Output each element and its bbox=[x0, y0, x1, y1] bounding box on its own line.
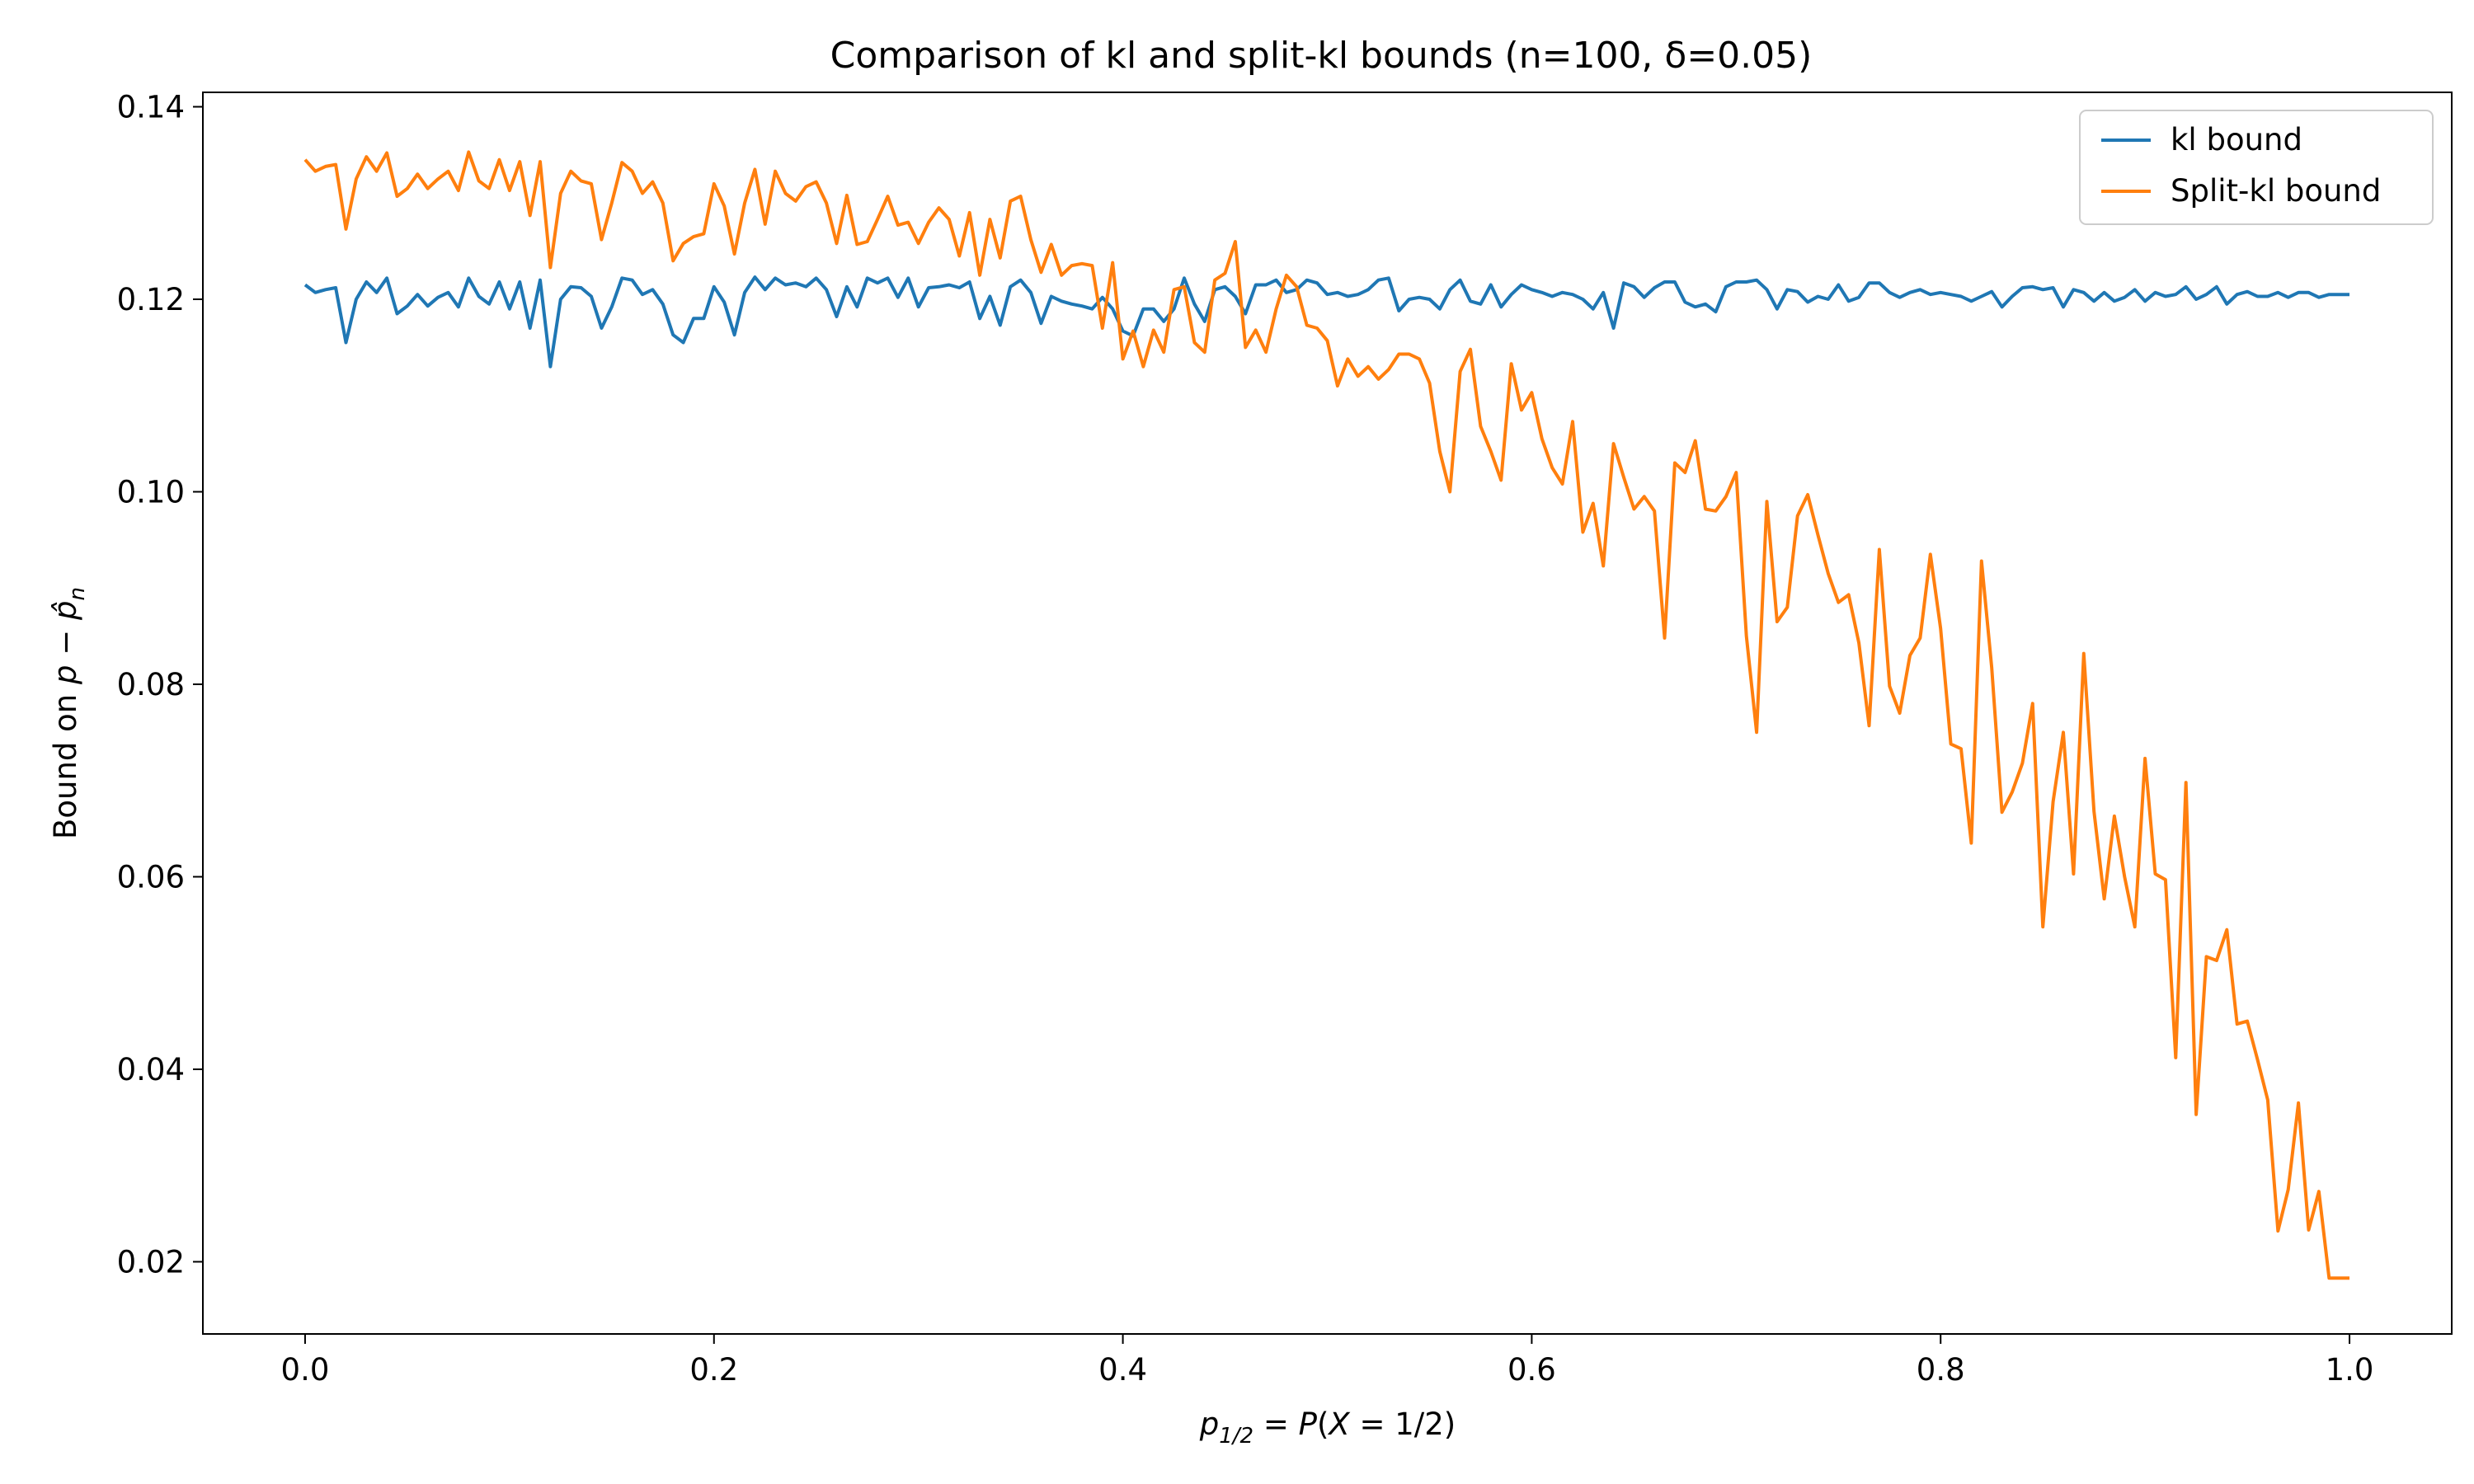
plot-area bbox=[303, 150, 2349, 1280]
y-tick-label: 0.04 bbox=[117, 1052, 185, 1087]
series-line-split-kl bbox=[303, 150, 2349, 1280]
y-tick-label: 0.14 bbox=[117, 90, 185, 125]
legend-label-split-kl: Split-kl bound bbox=[2171, 173, 2381, 209]
x-label-subscript: 1/2 bbox=[1219, 1424, 1253, 1449]
legend-label-kl: kl bound bbox=[2171, 122, 2302, 157]
x-tick-label: 1.0 bbox=[2326, 1352, 2374, 1388]
chart-title: Comparison of kl and split-kl bounds (n=… bbox=[830, 35, 1813, 77]
axes-frame bbox=[202, 92, 2453, 1335]
x-tick-label: 0.6 bbox=[1507, 1352, 1556, 1388]
x-label-rest: = 1/2) bbox=[1350, 1407, 1456, 1442]
x-label-X: X bbox=[1327, 1407, 1351, 1442]
y-label-minus: − bbox=[48, 620, 83, 665]
series-layer bbox=[303, 150, 2349, 1280]
y-label-phat: p̂ bbox=[48, 600, 83, 621]
y-label-subscript: n bbox=[65, 587, 90, 600]
x-tick-label: 0.0 bbox=[281, 1352, 330, 1388]
y-axis-label: Bound on p − p̂n bbox=[48, 587, 90, 839]
x-tick-label: 0.8 bbox=[1917, 1352, 1965, 1388]
x-label-p: p bbox=[1199, 1407, 1220, 1442]
y-tick-label: 0.12 bbox=[117, 282, 185, 317]
series-line-kl bbox=[303, 275, 2349, 369]
x-label-eq: = bbox=[1253, 1407, 1299, 1442]
y-tick-label: 0.10 bbox=[117, 474, 185, 510]
legend: kl bound Split-kl bound bbox=[2079, 110, 2434, 225]
x-label-paren-open: ( bbox=[1317, 1407, 1329, 1442]
y-tick-label: 0.08 bbox=[117, 667, 185, 702]
x-axis: 0.0 0.2 0.4 0.6 0.8 1.0 bbox=[281, 1334, 2374, 1388]
y-tick-label: 0.06 bbox=[117, 859, 185, 895]
x-axis-label: p1/2 = P(X = 1/2) bbox=[1199, 1407, 1456, 1449]
x-tick-label: 0.4 bbox=[1098, 1352, 1147, 1388]
y-axis: 0.02 0.04 0.06 0.08 0.10 0.12 0.14 bbox=[117, 90, 203, 1280]
legend-box bbox=[2079, 110, 2434, 225]
x-tick-label: 0.2 bbox=[689, 1352, 738, 1388]
y-tick-label: 0.02 bbox=[117, 1244, 185, 1280]
x-label-P: P bbox=[1299, 1407, 1318, 1442]
y-label-p: p bbox=[48, 665, 83, 685]
y-label-prefix: Bound on bbox=[48, 684, 83, 839]
